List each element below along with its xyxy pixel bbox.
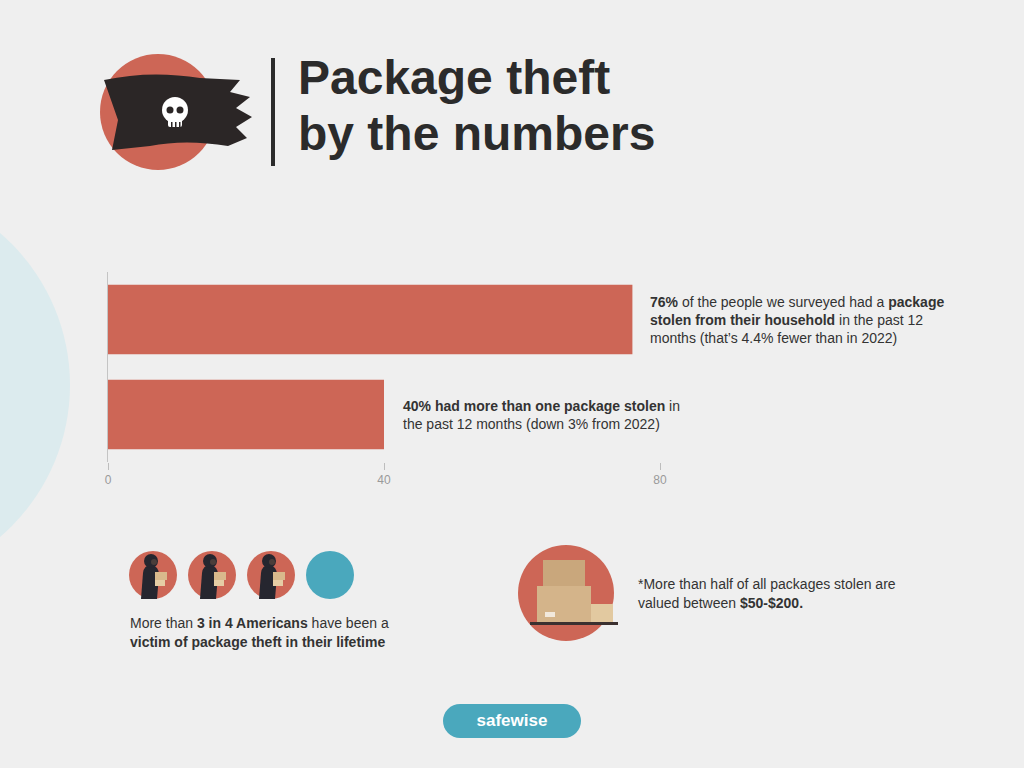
svg-text:80: 80 — [653, 473, 667, 487]
svg-text:0: 0 — [105, 473, 112, 487]
svg-text:40% had more than one package: 40% had more than one package stolen int… — [403, 398, 680, 432]
html-text:Package theft: Package theft — [298, 51, 611, 104]
html-text:victim of package theft in the: victim of package theft in their lifetim… — [130, 634, 386, 651]
html-text:by the numbers: by the numbers — [298, 107, 656, 160]
html-text:safewise: safewise — [476, 711, 548, 730]
svg-text:40: 40 — [377, 473, 391, 487]
svg-text:76% of the people we surveyed: 76% of the people we surveyed had a pack… — [650, 294, 944, 346]
html-text:*More than half of all package: *More than half of all packages stolen a… — [638, 576, 896, 612]
html-text:More than 3 in 4 Americans hav: More than 3 in 4 Americans have been a — [130, 615, 389, 631]
